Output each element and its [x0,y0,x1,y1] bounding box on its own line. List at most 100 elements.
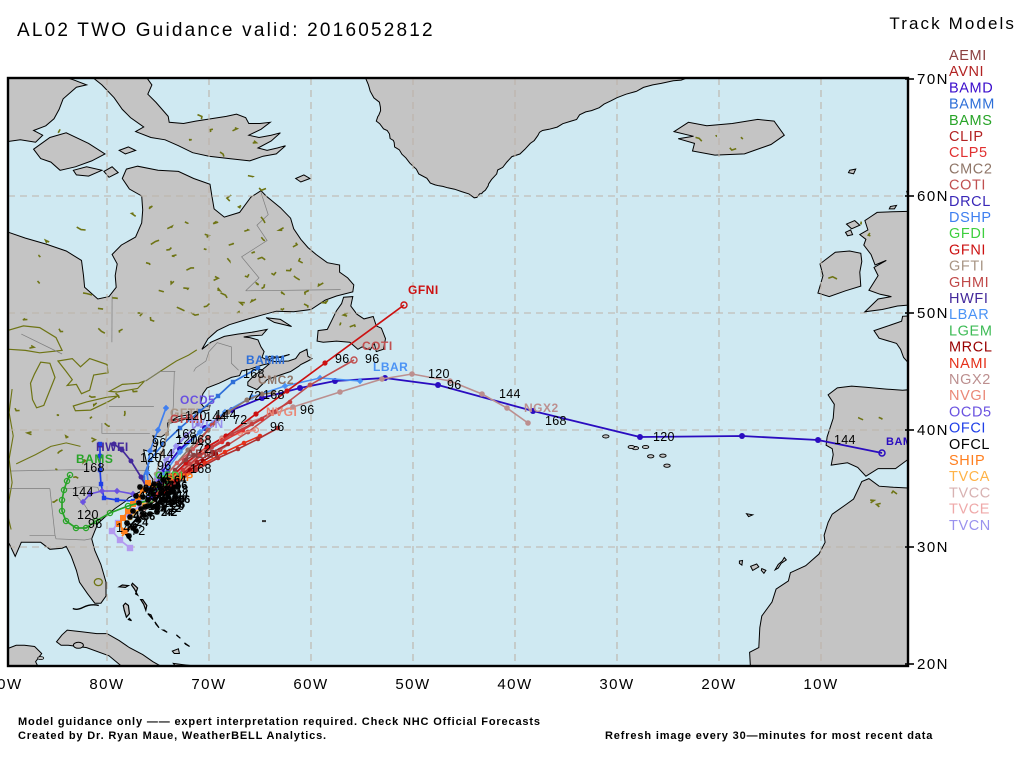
svg-text:64: 64 [174,474,187,486]
svg-text:GHMI: GHMI [949,275,989,291]
svg-text:NVGI: NVGI [266,405,297,419]
svg-text:50W: 50W [395,676,430,693]
svg-text:50N: 50N [917,305,949,322]
svg-text:20: 20 [173,494,185,506]
svg-text:GFNI: GFNI [408,283,439,297]
svg-text:40W: 40W [497,676,532,693]
svg-text:144: 144 [116,521,138,535]
svg-text:DSHP: DSHP [949,210,992,226]
svg-text:AVNI: AVNI [949,64,984,80]
svg-text:168: 168 [545,414,567,428]
svg-text:96: 96 [365,352,380,366]
svg-text:MRCL: MRCL [949,340,993,356]
svg-text:42: 42 [165,507,177,519]
svg-text:36: 36 [151,482,163,494]
svg-text:GHMI: GHMI [170,412,203,426]
svg-text:60N: 60N [917,188,949,205]
svg-text:20W: 20W [701,676,736,693]
svg-text:44: 44 [176,489,189,501]
svg-text:84: 84 [154,504,167,516]
svg-text:144: 144 [499,387,521,401]
svg-text:BAMM: BAMM [949,97,995,113]
svg-text:BAMM: BAMM [246,353,285,367]
svg-text:30N: 30N [917,539,949,556]
svg-text:NAMI: NAMI [949,356,988,372]
svg-text:90W: 90W [0,676,23,693]
svg-text:72: 72 [126,522,138,534]
svg-text:120: 120 [185,409,207,423]
svg-text:HWFI: HWFI [96,440,129,454]
svg-text:HWFI: HWFI [949,291,988,307]
svg-text:BAMS: BAMS [949,113,993,129]
svg-text:168: 168 [190,462,212,476]
svg-text:NGX2: NGX2 [524,401,559,415]
svg-text:AEMI: AEMI [186,447,218,461]
svg-text:40N: 40N [917,422,949,439]
svg-text:18: 18 [176,484,188,496]
svg-text:NVGI: NVGI [949,388,987,404]
svg-text:96: 96 [335,352,350,366]
svg-text:44: 44 [157,471,170,483]
svg-text:24: 24 [136,517,149,529]
svg-text:48: 48 [159,487,171,499]
svg-text:168: 168 [190,433,212,447]
svg-text:120: 120 [176,433,198,447]
svg-text:GFDI: GFDI [949,226,986,242]
svg-text:OCD5: OCD5 [180,393,215,407]
svg-text:Created by Dr. Ryan Maue, Weat: Created by Dr. Ryan Maue, WeatherBELL An… [18,730,327,742]
svg-text:TVCA: TVCA [949,469,990,485]
svg-text:168: 168 [263,388,285,402]
svg-text:30: 30 [167,485,179,497]
svg-text:DRCL: DRCL [949,194,991,210]
svg-text:72: 72 [233,413,248,427]
svg-text:20: 20 [172,501,184,513]
svg-text:BAMS: BAMS [76,452,113,466]
svg-text:96: 96 [270,420,285,434]
svg-text:96: 96 [88,517,103,531]
svg-text:TVCN: TVCN [949,518,991,534]
svg-text:GFNI: GFNI [949,242,986,258]
svg-text:144: 144 [152,447,174,461]
svg-text:60W: 60W [293,676,328,693]
svg-text:10W: 10W [803,676,838,693]
svg-text:96: 96 [447,378,462,392]
svg-text:96: 96 [171,496,183,508]
svg-text:TVCE: TVCE [949,502,990,518]
svg-text:0: 0 [164,476,170,488]
svg-text:132: 132 [153,496,171,508]
svg-text:120: 120 [653,430,675,444]
svg-text:CLP5: CLP5 [949,145,988,161]
svg-text:BAMD: BAMD [886,436,921,448]
svg-text:48: 48 [133,510,145,522]
svg-text:96: 96 [159,493,171,505]
svg-text:Track Models: Track Models [889,14,1016,33]
svg-text:AEMI: AEMI [949,48,987,64]
svg-text:168: 168 [243,367,265,381]
svg-text:CMC2: CMC2 [258,373,294,387]
svg-text:BAMD: BAMD [949,80,993,96]
svg-text:96: 96 [143,483,155,495]
svg-text:144: 144 [834,433,856,447]
svg-text:48: 48 [133,509,148,523]
svg-text:120: 120 [140,451,162,465]
svg-text:156: 156 [169,480,187,492]
svg-text:Refresh image every 30—minutes: Refresh image every 30—minutes for most … [605,730,933,742]
svg-text:96: 96 [300,403,315,417]
svg-text:GFDI: GFDI [155,470,183,482]
svg-text:108: 108 [156,479,174,491]
svg-text:70W: 70W [191,676,226,693]
svg-text:72: 72 [131,524,146,538]
svg-text:120: 120 [77,508,99,522]
svg-text:COTI: COTI [949,178,986,194]
svg-text:Model guidance only —— expert: Model guidance only —— expert interpreta… [18,716,541,728]
svg-text:NGX2: NGX2 [949,372,991,388]
svg-text:12: 12 [169,503,181,515]
svg-text:COTI: COTI [362,339,393,353]
svg-text:OFCL: OFCL [949,437,990,453]
svg-text:96: 96 [152,436,167,450]
svg-text:168: 168 [83,461,105,475]
svg-text:TVCC: TVCC [949,485,991,501]
svg-text:LBAR: LBAR [373,360,408,374]
svg-text:TVCN: TVCN [189,417,224,431]
svg-text:80W: 80W [89,676,124,693]
